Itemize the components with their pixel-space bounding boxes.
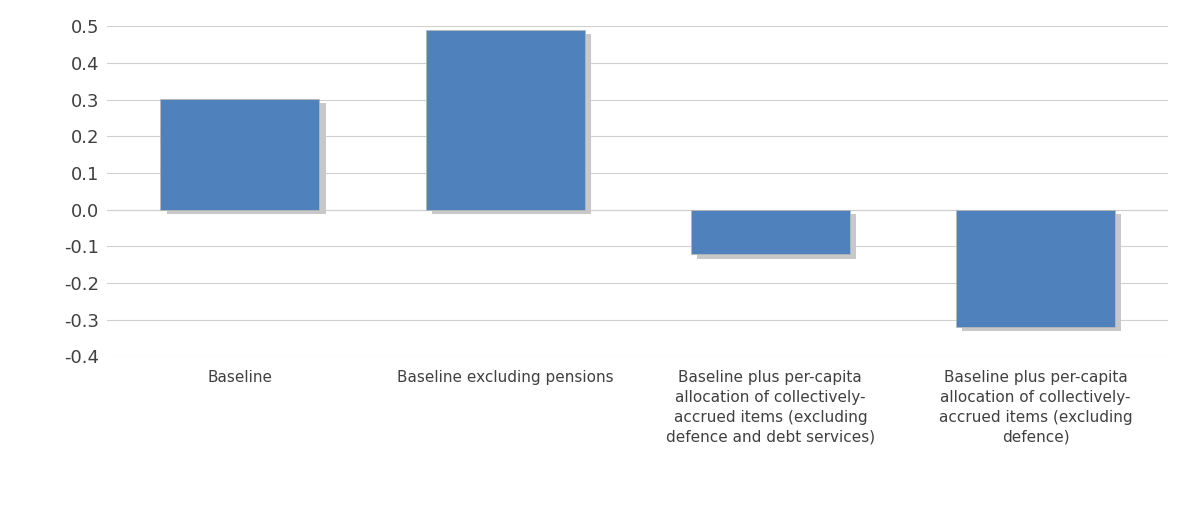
Bar (956, 210, 1116, 327)
Bar (962, 214, 1122, 331)
Bar (167, 103, 325, 214)
Bar (432, 34, 591, 214)
Bar (691, 210, 850, 254)
Bar (426, 30, 584, 210)
Bar (160, 99, 319, 210)
Bar (697, 214, 856, 259)
